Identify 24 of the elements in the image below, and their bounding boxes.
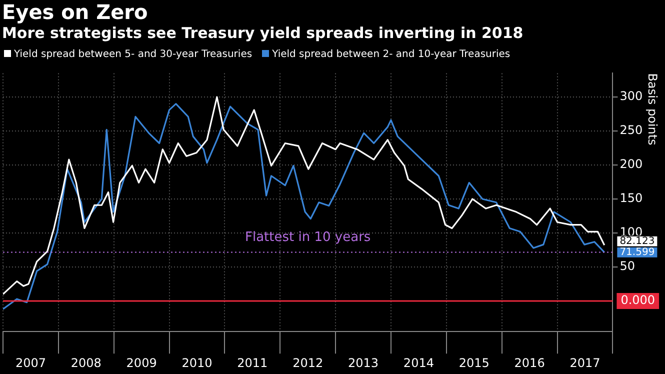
legend-label: Yield spread between 2- and 10-year Treasuries xyxy=(272,49,510,60)
y-tick-label: 50 xyxy=(620,259,635,274)
data-label: 71.599 xyxy=(620,246,655,258)
x-tick-label: 2010 xyxy=(182,356,212,370)
legend-label: Yield spread between 5- and 30-year Treasuries xyxy=(14,49,252,60)
x-tick-label: 2009 xyxy=(126,356,157,370)
x-tick-label: 2016 xyxy=(514,356,545,370)
x-tick-label: 2015 xyxy=(458,356,490,370)
x-tick-label: 2011 xyxy=(237,356,268,370)
x-tick-label: 2007 xyxy=(15,356,46,370)
x-tick-label: 2013 xyxy=(348,356,379,370)
x-tick-label: 2017 xyxy=(570,356,600,370)
ref-line-label: Flattest in 10 years xyxy=(245,230,371,246)
y-tick-label: 150 xyxy=(620,191,643,206)
y-axis-title: Basis points xyxy=(646,73,660,146)
y-tick-label: 250 xyxy=(620,123,643,138)
y-tick-label: 200 xyxy=(620,157,643,172)
x-tick-label: 2008 xyxy=(70,356,102,370)
y-tick-label: 300 xyxy=(620,89,643,104)
x-tick-label: 2012 xyxy=(292,356,324,370)
chart-subtitle: More strategists see Treasury yield spreads inverting in 2018 xyxy=(2,24,524,43)
x-tick-label: 2014 xyxy=(403,356,434,370)
chart-title: Eyes on Zero xyxy=(2,0,148,24)
ref-line-label: 0.000 xyxy=(620,293,656,308)
